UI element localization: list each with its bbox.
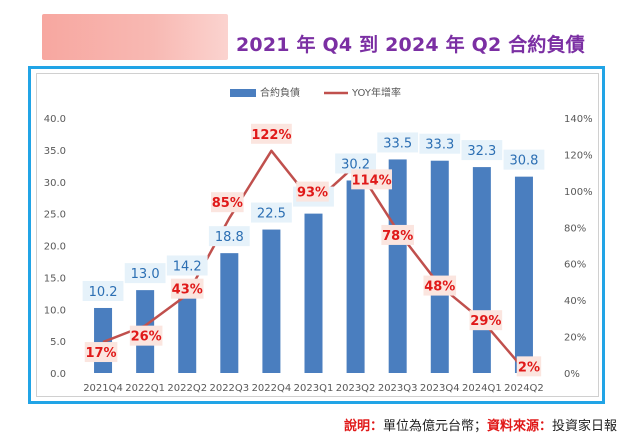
bar-value-label-bg (82, 280, 124, 301)
bar (430, 160, 449, 373)
right-axis-tick-label: 100% (564, 187, 593, 198)
line-value-label-bg (296, 181, 329, 202)
left-axis-tick-label: 20.0 (44, 242, 66, 253)
bar (178, 282, 197, 373)
bar-value-label-bg (335, 153, 376, 174)
footnote-source-label: 資料來源： (486, 419, 552, 434)
legend-label-bar: 合約負債 (260, 86, 300, 99)
line-value-label-bg (351, 169, 392, 190)
right-axis-tick-label: 0% (564, 369, 580, 380)
bar-value-label: 32.3 (467, 144, 496, 159)
x-axis-tick-label: 2023Q1 (294, 383, 334, 394)
left-axis-tick-label: 35.0 (44, 146, 66, 157)
line-value-label: 48% (424, 280, 455, 295)
bar-data-labels: 10.213.014.218.822.525.030.233.533.332.3… (82, 132, 545, 301)
bar (472, 167, 491, 373)
bar-value-label: 10.2 (89, 285, 118, 300)
legend-swatch-bar (230, 89, 256, 97)
bar (262, 229, 281, 373)
left-axis-ticks: 0.0 5.0 10.0 15.0 20.0 25.0 30.0 35.0 40.0 (44, 114, 66, 380)
x-axis-tick-label: 2024Q1 (462, 383, 502, 394)
right-axis-tick-label: 120% (564, 150, 593, 161)
right-axis-tick-label: 20% (564, 333, 586, 344)
line-value-label: 85% (212, 196, 243, 211)
bar (346, 180, 365, 373)
bar-value-label: 14.2 (173, 259, 202, 274)
left-axis-tick-label: 25.0 (44, 210, 66, 221)
bar-value-label: 30.8 (509, 154, 538, 169)
legend: 合約負債 YOY年增率 (230, 86, 401, 99)
right-axis-tick-label: 80% (564, 223, 586, 234)
left-axis-tick-label: 30.0 (44, 178, 66, 189)
line-value-label: 26% (131, 330, 162, 345)
bar-value-label: 18.8 (215, 230, 244, 245)
line-value-label-bg (381, 224, 414, 245)
right-axis-tick-label: 140% (564, 114, 593, 125)
x-axis-tick-label: 2024Q2 (504, 383, 544, 394)
line-value-label: 122% (251, 128, 291, 143)
bar-value-label-bg (208, 226, 250, 247)
x-axis-tick-label: 2023Q2 (336, 383, 376, 394)
x-axis-ticks: 2021Q4 2022Q1 2022Q2 2022Q3 2022Q4 2023Q1 2023… (83, 383, 544, 394)
line-value-label: 93% (297, 186, 328, 201)
bar-value-label: 13.0 (131, 267, 160, 282)
chart-area-border (36, 73, 599, 397)
bar-value-label-bg (503, 149, 545, 170)
brand-logo-redacted (42, 14, 228, 60)
line-value-label: 43% (172, 283, 203, 298)
line-value-label: 2% (518, 360, 540, 375)
bar-value-label-bg (166, 255, 208, 276)
line-value-label-bg (516, 356, 542, 377)
bar-value-label-bg (419, 133, 461, 154)
x-axis-tick-label: 2022Q1 (125, 383, 165, 394)
line-value-label-bg (469, 310, 503, 331)
line-value-label: 114% (352, 173, 392, 188)
x-axis-tick-label: 2022Q4 (252, 383, 292, 394)
bar-value-label: 33.3 (425, 138, 454, 153)
x-axis-tick-label: 2023Q4 (420, 383, 460, 394)
x-axis-tick-label: 2023Q3 (378, 383, 418, 394)
line-value-label: 17% (85, 346, 116, 361)
x-axis-tick-label: 2021Q4 (83, 383, 123, 394)
line-data-labels: 17% 26% 43% 85% 122% 93% 114% 78% 48% 29% 2% (84, 123, 542, 377)
footnote-note-label: 說明： (343, 419, 383, 434)
legend-label-line: YOY年增率 (351, 86, 401, 99)
right-axis-ticks: 0% 20% 40% 60% 80% 100% 120% 140% (564, 114, 593, 380)
bar-value-label: 33.5 (383, 136, 412, 151)
bar (514, 176, 533, 373)
right-axis-tick-label: 40% (564, 296, 586, 307)
line-value-label-bg (211, 192, 244, 213)
line-value-label: 29% (470, 314, 501, 329)
bar-value-label-bg (461, 140, 503, 161)
bar-value-label-bg (251, 202, 292, 223)
left-axis-tick-label: 10.0 (44, 305, 66, 316)
line-value-label-bg (251, 123, 292, 144)
left-axis-tick-label: 40.0 (44, 114, 66, 125)
bar (388, 159, 407, 373)
bar-value-label: 22.5 (257, 207, 286, 222)
bar-value-label: 30.2 (341, 157, 370, 172)
line-value-label-bg (170, 278, 204, 299)
left-axis-tick-label: 0.0 (50, 369, 66, 380)
bar-value-label-bg (377, 132, 419, 153)
left-axis-tick-label: 15.0 (44, 273, 66, 284)
left-axis-tick-label: 5.0 (50, 337, 66, 348)
line-value-label: 78% (382, 229, 413, 244)
chart-title: 2021 年 Q4 到 2024 年 Q2 合約負債 (236, 34, 586, 56)
bar (220, 253, 239, 373)
bar-value-label-bg (124, 263, 166, 284)
footnote: 說明：單位為億元台幣；資料來源：投資家日報 (344, 415, 617, 434)
bar (304, 213, 323, 373)
footnote-source-text: 投資家日報 (551, 419, 617, 434)
x-axis-tick-label: 2022Q3 (209, 383, 249, 394)
footnote-note-text: 單位為億元台幣； (382, 419, 487, 434)
line-value-label-bg (129, 325, 163, 346)
right-axis-tick-label: 60% (564, 260, 586, 271)
line-value-label-bg (84, 342, 118, 363)
x-axis-tick-label: 2022Q2 (167, 383, 207, 394)
line-value-label-bg (423, 275, 457, 296)
